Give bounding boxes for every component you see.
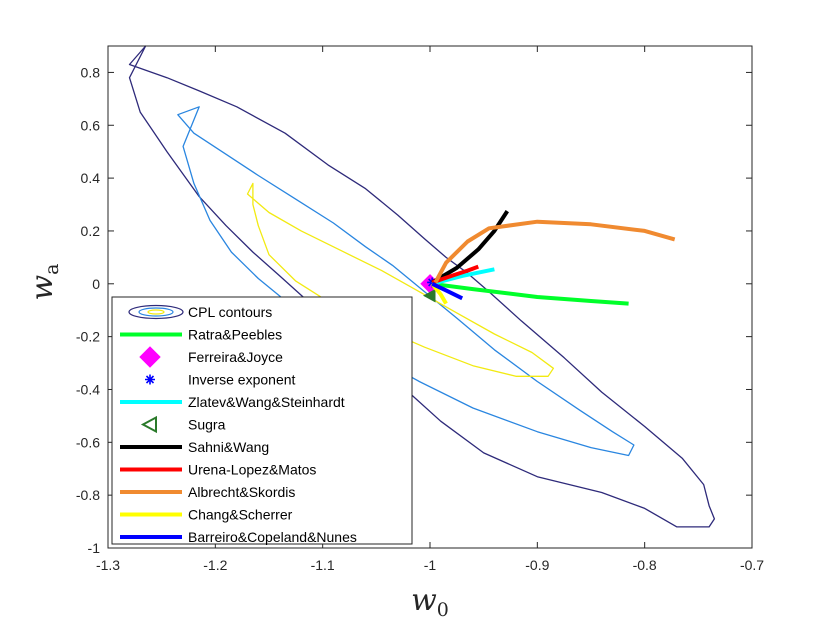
x-tick-label: -0.9 [525, 557, 549, 573]
legend-label: Sahni&Wang [188, 439, 269, 455]
legend: CPL contours Ratra&Peebles Ferreira&Joyce I… [111, 296, 413, 545]
legend-entry-zlatev-wang-steinhardt: Zlatev&Wang&Steinhardt [120, 394, 345, 410]
legend-icon-contour-inner [147, 309, 165, 315]
y-axis-label-sub: a [41, 263, 63, 274]
y-tick-label: 0.8 [81, 64, 101, 80]
y-tick-label: -1 [88, 540, 101, 556]
x-tick-label: -0.7 [740, 557, 764, 573]
y-tick-label: 0.6 [81, 117, 101, 133]
y-tick-label: -0.8 [76, 487, 100, 503]
legend-label: Inverse exponent [188, 372, 296, 388]
contours-layer [128, 45, 716, 528]
x-tick-label: -0.8 [633, 557, 657, 573]
x-tick-label: -1.2 [203, 557, 227, 573]
contour-outer [128, 45, 716, 528]
legend-box [111, 296, 413, 545]
series-albrecht-skordis [433, 219, 676, 284]
legend-label: CPL contours [188, 304, 272, 320]
legend-entry-sugra: Sugra [140, 415, 226, 434]
series-sugra-marker [422, 288, 436, 303]
x-tick-label: -1.3 [96, 557, 120, 573]
series-sahni-wang [431, 210, 509, 285]
y-tick-label: 0.2 [81, 223, 101, 239]
legend-label: Ratra&Peebles [188, 327, 282, 343]
legend-entry-sahni-wang: Sahni&Wang [120, 439, 269, 455]
legend-entry-urena-lopez-matos: Urena-Lopez&Matos [120, 462, 316, 478]
x-axis-label-main: w [411, 583, 437, 618]
legend-label: Barreiro&Copeland&Nunes [188, 529, 357, 545]
legend-label: Sugra [188, 417, 226, 433]
y-tick-label: -0.6 [76, 434, 100, 450]
y-axis-label-main: w [25, 275, 60, 301]
series-barreiro-copeland-nunes [431, 281, 464, 301]
legend-label: Chang&Scherrer [188, 507, 293, 523]
legend-label: Zlatev&Wang&Steinhardt [188, 394, 345, 410]
x-tick-label: -1.1 [311, 557, 335, 573]
y-tick-label: 0 [92, 276, 100, 292]
ticks-layer: -1.3 -1.2 -1.1 -1 -0.9 -0.8 -0.7 -1 -0.8 -0.6 -0.4… [76, 46, 764, 573]
legend-icon-diamond [139, 346, 161, 368]
legend-label: Urena-Lopez&Matos [188, 462, 316, 478]
legend-label: Ferreira&Joyce [188, 349, 283, 365]
legend-entry-ferreira-joyce: Ferreira&Joyce [139, 346, 283, 368]
legend-entries: CPL contours Ratra&Peebles Ferreira&Joyce I… [120, 304, 357, 545]
x-axis-label-sub: 0 [437, 599, 449, 621]
legend-entry-cpl-contours: CPL contours [128, 304, 272, 320]
legend-entry-chang-scherrer: Chang&Scherrer [120, 507, 293, 523]
legend-icon-triangle [140, 415, 157, 434]
legend-entry-ratra-peebles: Ratra&Peebles [120, 327, 282, 343]
series-layer [420, 210, 676, 306]
legend-entry-albrecht-skordis: Albrecht&Skordis [120, 484, 295, 500]
y-tick-label: 0.4 [81, 170, 101, 186]
legend-icon-contour-middle [138, 307, 174, 317]
legend-icon-star [145, 374, 155, 385]
series-ratra-peebles [431, 281, 629, 306]
contour-inner [246, 182, 555, 377]
series-urena-lopez-matos [431, 264, 480, 285]
legend-entry-barreiro-copeland-nunes: Barreiro&Copeland&Nunes [120, 529, 357, 545]
legend-entry-inverse-exponent: Inverse exponent [145, 372, 296, 388]
y-axis-label: wa [25, 263, 63, 300]
legend-label: Albrecht&Skordis [188, 484, 295, 500]
legend-icon-contour-outer [128, 304, 184, 320]
y-tick-label: -0.2 [76, 329, 100, 345]
x-axis-label: w0 [411, 583, 449, 621]
x-tick-label: -1 [424, 557, 437, 573]
contour-middle [177, 106, 635, 457]
y-tick-label: -0.4 [76, 381, 100, 397]
